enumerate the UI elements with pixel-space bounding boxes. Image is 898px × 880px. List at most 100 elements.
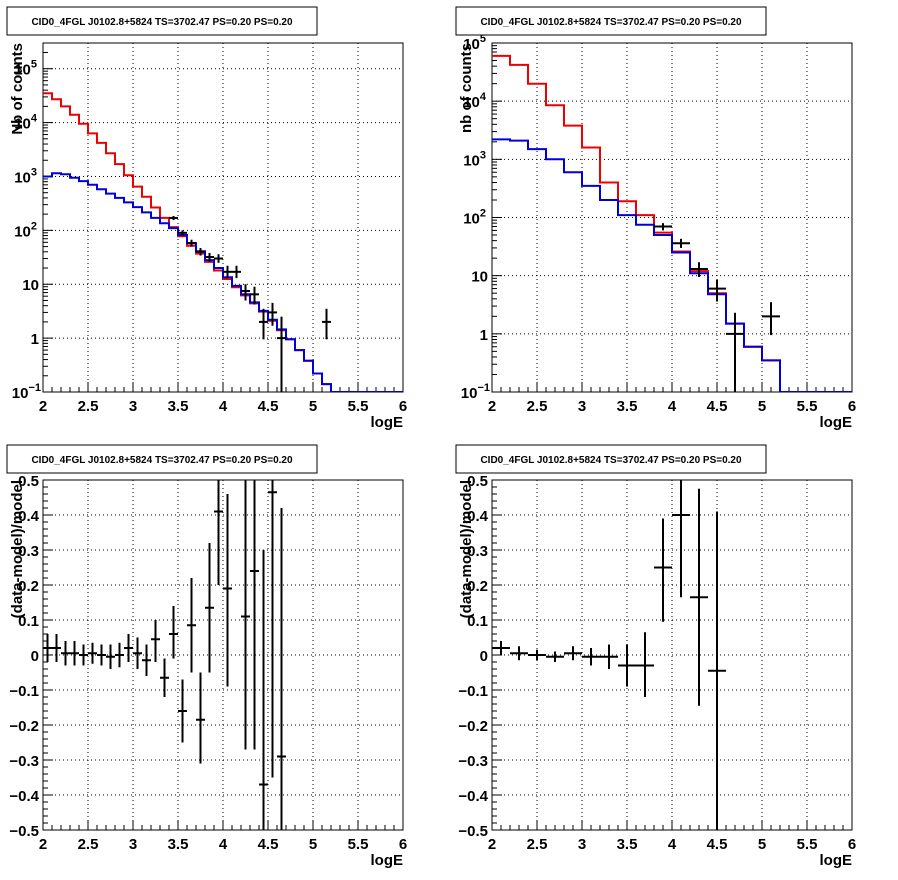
model-component-line xyxy=(492,138,852,392)
data-point xyxy=(654,518,672,622)
grid xyxy=(492,480,852,830)
data-point xyxy=(79,644,88,666)
y-tick-label: 0.2 xyxy=(18,578,39,595)
y-tick-label: 0.4 xyxy=(467,508,489,525)
x-tick-label: 3 xyxy=(578,398,586,415)
panel-top-right: 2 2.5 3 3.5 4 4.5 5 5.5 6 10−1 1 10 102 103 104 105 logE… xyxy=(449,0,898,438)
chart-title: CID0_4FGL J0102.8+5824 TS=3702.47 PS=0.2… xyxy=(31,17,293,28)
x-tick-label: 4.5 xyxy=(258,836,279,853)
y-tick-label: 0 xyxy=(31,648,39,665)
y-tick-label: −0.2 xyxy=(9,718,39,735)
data-point xyxy=(223,265,232,279)
x-tick-label: 2 xyxy=(39,836,47,853)
data-point xyxy=(205,543,214,673)
data-point xyxy=(268,480,277,778)
data-point xyxy=(52,634,61,662)
y-tick-base: 10 xyxy=(461,385,478,402)
y-tick-label: 0.4 xyxy=(18,508,40,525)
x-tick-label: 4.5 xyxy=(707,836,728,853)
data-point xyxy=(250,286,259,305)
y-tick-label: −0.5 xyxy=(9,823,39,840)
model-histograms xyxy=(43,92,403,392)
data-point xyxy=(214,254,223,263)
x-tick-label: 3 xyxy=(129,836,137,853)
title-box xyxy=(455,6,767,36)
data-point xyxy=(528,649,546,661)
data-point xyxy=(492,641,510,655)
y-tick-label: −0.3 xyxy=(458,753,488,770)
data-points xyxy=(492,480,726,830)
data-point xyxy=(250,480,259,750)
y-tick-label: 1 xyxy=(480,327,488,344)
data-point xyxy=(151,620,160,662)
data-point xyxy=(690,488,708,706)
y-tick-exponent: 3 xyxy=(31,166,37,178)
data-point xyxy=(196,672,205,764)
data-point xyxy=(708,511,726,830)
data-point xyxy=(205,252,214,262)
chart-svg: 2 2.5 3 3.5 4 4.5 5 5.5 610−1110102103104105logE… xyxy=(455,6,856,431)
data-point xyxy=(196,248,205,256)
y-tick-label: −0.3 xyxy=(9,753,39,770)
x-tick-label: 3.5 xyxy=(617,836,638,853)
data-point xyxy=(726,312,744,392)
grid xyxy=(43,43,403,392)
panel-bottom-right: 2 2.5 3 3.5 4 4.5 5 5.5 6 −0.5 −0.4 −0.3 −0.2 −0.1 0 0.… xyxy=(449,438,898,875)
x-tick-label: 5.5 xyxy=(797,398,818,415)
y-tick-base: 10 xyxy=(14,223,31,240)
y-tick-exponent: 4 xyxy=(31,113,38,125)
x-axis: 2 2.5 3 3.5 4 4.5 5 5.5 6 xyxy=(39,820,407,853)
data-point xyxy=(43,634,52,662)
panel-bottom-left: 2 2.5 3 3.5 4 4.5 5 5.5 6 −0.5 −0.4 −0.3 −0.2 −0.1 0 0.… xyxy=(0,438,449,875)
y-tick-base: 10 xyxy=(14,169,31,186)
y-tick-label: −0.4 xyxy=(458,788,488,805)
x-tick-label: 5.5 xyxy=(797,836,818,853)
data-point xyxy=(259,308,268,340)
y-axis-label: (data-model)/model xyxy=(458,480,475,618)
data-point xyxy=(618,644,636,687)
y-tick-label: 0.1 xyxy=(18,613,39,630)
chart-svg: 2 2.5 3 3.5 4 4.5 5 5.5 6 −0.5 −0.4 −0.3 −0.2 −0.1 0 0.… xyxy=(6,444,407,869)
data-point xyxy=(636,632,654,697)
y-tick-label: 0.2 xyxy=(467,578,488,595)
data-point xyxy=(70,641,79,666)
y-tick-label: 0.3 xyxy=(467,543,488,560)
title-box xyxy=(455,444,767,474)
x-tick-label: 6 xyxy=(848,398,856,415)
y-tick-label: −0.4 xyxy=(9,788,39,805)
x-tick-label: 4.5 xyxy=(707,398,728,415)
y-tick-label: −0.5 xyxy=(458,823,488,840)
x-tick-label: 3 xyxy=(129,398,137,415)
x-tick-label: 2.5 xyxy=(527,398,548,415)
data-point xyxy=(61,641,70,666)
y-axis: −0.5 −0.4 −0.3 −0.2 −0.1 0 0.1 0.2 0.3 0.4 0.5 xyxy=(458,473,502,840)
x-tick-label: 5 xyxy=(758,836,766,853)
x-tick-label: 3.5 xyxy=(168,836,189,853)
y-tick-label: 103 xyxy=(14,166,37,186)
data-point xyxy=(160,658,169,697)
title-box xyxy=(6,444,318,474)
x-tick-label: 6 xyxy=(399,398,407,415)
data-point xyxy=(582,648,600,666)
x-axis: 2 2.5 3 3.5 4 4.5 5 5.5 6 xyxy=(488,382,856,415)
x-tick-label: 4.5 xyxy=(258,398,279,415)
data-point xyxy=(241,480,250,750)
y-tick-base: 10 xyxy=(463,152,480,169)
y-tick-label: 104 xyxy=(14,113,38,133)
chart-title: CID0_4FGL J0102.8+5824 TS=3702.47 PS=0.2… xyxy=(480,455,742,466)
x-tick-label: 2.5 xyxy=(78,398,99,415)
data-point xyxy=(762,302,780,336)
data-point xyxy=(214,480,223,585)
x-axis-label: logE xyxy=(820,414,853,431)
data-point xyxy=(124,634,133,662)
y-tick-base: 10 xyxy=(463,211,480,228)
data-point xyxy=(106,644,115,669)
y-tick-exponent: −1 xyxy=(28,382,41,394)
data-point xyxy=(178,230,187,236)
y-tick-label: 10 xyxy=(471,269,488,286)
x-axis: 2 2.5 3 3.5 4 4.5 5 5.5 6 xyxy=(488,820,856,853)
x-axis-label: logE xyxy=(371,852,404,869)
data-point xyxy=(672,480,690,598)
data-point xyxy=(546,651,564,662)
